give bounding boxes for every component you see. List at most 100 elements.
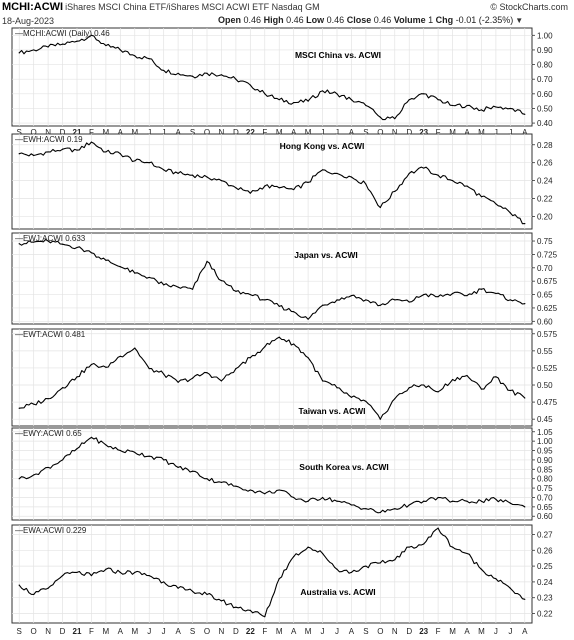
data-point [394,299,396,301]
data-point [134,451,136,454]
data-point [466,295,468,297]
data-point [336,299,338,301]
data-point [293,188,295,191]
x-tick-label: A [175,128,181,137]
data-point [163,581,165,583]
data-point [437,174,439,176]
data-point [509,299,511,301]
data-point [264,616,266,618]
y-tick-label: 0.75 [537,237,553,246]
y-tick-label: 1.00 [537,31,553,40]
low-label: Low [306,15,325,25]
x-tick-label: J [508,627,512,636]
data-point [350,99,353,101]
x-tick-label: J [147,627,151,636]
data-point [249,293,251,296]
x-tick-label: J [494,128,498,137]
data-point [264,299,266,301]
data-point [235,606,237,608]
x-tick-label: S [363,128,368,137]
data-point [480,288,483,290]
x-tick-label: S [17,128,22,137]
x-tick-label: A [522,627,528,636]
close-value: 0.46 [373,15,392,25]
data-point [163,284,165,286]
data-point [350,176,353,178]
panel-frame [11,524,533,624]
data-point [437,496,439,499]
data-point [394,118,396,120]
y-tick-label: 0.23 [537,594,553,603]
series-line [18,527,525,618]
legend-label: —EWH:ACWI 0.19 [15,135,83,144]
y-tick-label: 0.27 [537,530,553,539]
data-point [451,500,454,502]
y-tick-label: 1.00 [537,437,553,446]
data-point [33,474,35,476]
data-point [408,99,410,101]
y-tick-label: 0.60 [537,90,553,99]
data-point [278,489,280,491]
data-point [495,498,497,500]
data-point [264,93,266,95]
data-point [307,357,309,359]
y-tick-label: 0.90 [537,456,553,465]
y-tick-label: 0.20 [537,212,553,221]
y-tick-label: 0.85 [537,465,553,474]
data-point [163,169,165,171]
data-point [365,104,367,107]
data-point [437,527,439,529]
chart-panel-1: 0.28 0.26 0.24 0.22 0.20 —EWH:ACWI 0.19 Hong K… [11,133,553,230]
data-point [119,571,121,574]
x-tick-label: M [276,128,283,137]
data-point [191,470,194,472]
chevron-down-icon[interactable]: ▼ [515,16,524,25]
high-label: High [263,15,284,25]
x-tick-label: M [276,627,283,636]
x-tick-label: 21 [73,128,82,137]
series-line [18,436,526,514]
data-point [293,496,295,499]
series-line [18,238,525,320]
x-tick-label: M [131,627,138,636]
data-point [437,391,439,393]
y-tick-label: 0.725 [537,250,558,259]
x-tick-label: J [494,627,498,636]
data-point [47,240,49,242]
data-point [480,196,483,198]
x-tick-label: A [175,627,181,636]
data-point [307,500,309,502]
data-point [105,444,107,446]
data-point [191,75,194,77]
data-point [90,436,93,438]
data-point [177,72,179,74]
data-point [249,84,251,86]
data-point [451,378,454,381]
data-point [33,154,35,157]
data-point [90,574,93,577]
data-point [148,276,150,279]
x-tick-label: A [118,128,124,137]
y-tick-label: 0.60 [537,317,553,326]
y-tick-label: 0.65 [537,291,553,300]
data-point [480,109,483,111]
data-point [163,459,165,461]
data-point [408,387,410,389]
data-point [451,292,454,295]
legend-label: —MCHI:ACWI (Daily) 0.46 [15,29,110,38]
data-point [76,376,78,378]
volume-label: Volume [393,15,426,25]
y-tick-label: 0.25 [537,562,553,571]
x-tick-label: S [190,128,195,137]
data-point [47,46,49,48]
x-tick-label: J [162,128,166,137]
data-point [163,69,165,72]
data-point [321,90,324,92]
x-tick-label: O [204,627,210,636]
data-point [264,346,266,348]
y-tick-label: 0.90 [537,46,553,55]
data-point [148,58,150,60]
x-tick-label: S [17,627,22,636]
x-tick-label: M [449,128,456,137]
data-point [307,318,309,320]
